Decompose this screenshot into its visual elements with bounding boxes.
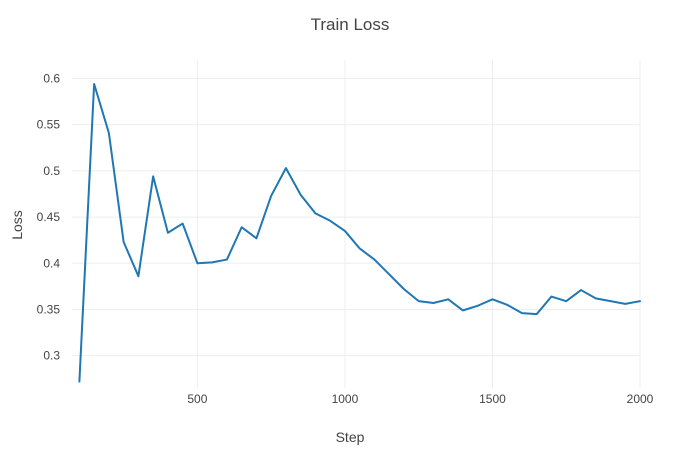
chart-title: Train Loss — [311, 15, 390, 34]
x-tick-label: 2000 — [627, 392, 654, 406]
x-axis-label: Step — [336, 429, 365, 445]
train-loss-line — [78, 83, 641, 383]
y-tick-label: 0.3 — [43, 349, 60, 363]
y-tick-label: 0.45 — [37, 210, 61, 224]
y-axis-label: Loss — [9, 210, 25, 240]
y-tick-label: 0.6 — [43, 71, 60, 85]
y-tick-label: 0.5 — [43, 164, 60, 178]
y-tick-label: 0.4 — [43, 256, 60, 270]
y-tick-label: 0.55 — [37, 118, 61, 132]
axis-layer: 500 1000 1500 2000 0.3 0.35 0.4 0.45 0.5 0.55 0.6 — [37, 71, 654, 406]
x-tick-label: 1000 — [332, 392, 359, 406]
x-tick-label: 500 — [187, 392, 207, 406]
series-layer — [78, 83, 641, 383]
x-tick-label: 1500 — [479, 392, 506, 406]
y-tick-label: 0.35 — [37, 302, 61, 316]
grid-layer — [72, 60, 641, 388]
